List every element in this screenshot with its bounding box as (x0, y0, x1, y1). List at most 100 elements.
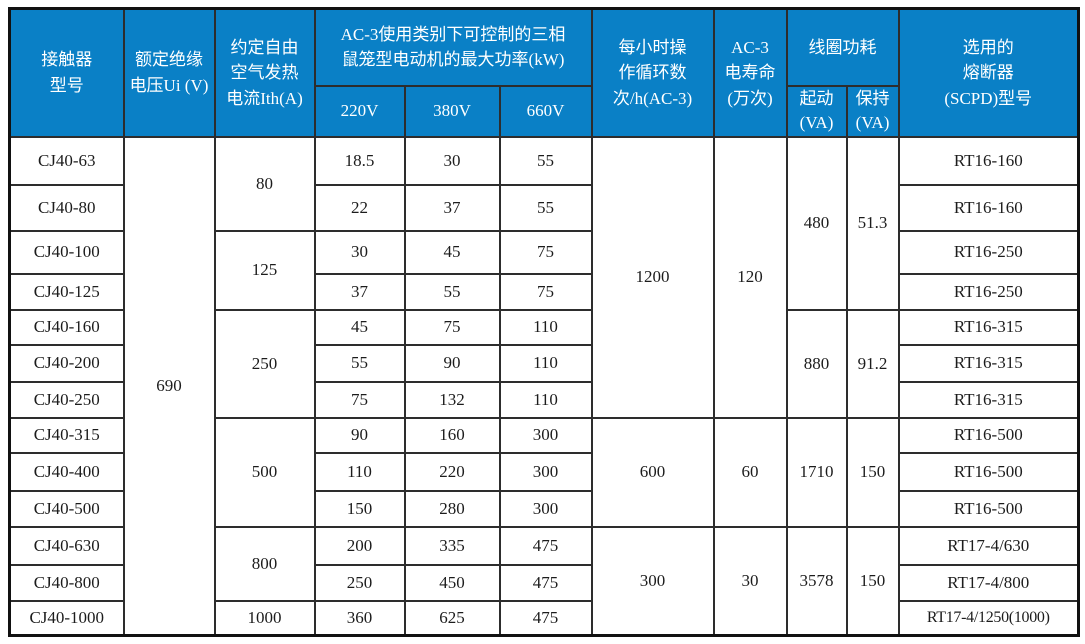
cell-coil-hold: 91.2 (845, 308, 900, 419)
cell-fuse: RT16-160 (897, 135, 1080, 186)
table-row: CJ40-80 22 37 55 RT16-160 (8, 183, 1080, 232)
cell-model: CJ40-100 (8, 229, 125, 275)
cell-p220: 22 (313, 183, 406, 232)
header-model: 接触器 型号 (8, 7, 125, 138)
cell-fuse: RT17-4/800 (897, 563, 1080, 602)
table-row: CJ40-100 125 30 45 75 RT16-250 (8, 229, 1080, 311)
cell-p220: 110 (313, 451, 406, 492)
cell-ith: 80 (213, 135, 316, 232)
cell-p380: 450 (403, 563, 501, 602)
cell-p220: 37 (313, 272, 406, 311)
cell-ith: 500 (213, 416, 316, 528)
cell-fuse: RT16-315 (897, 308, 1080, 346)
cell-p380: 132 (403, 380, 501, 419)
cell-cycles: 300 (590, 525, 715, 637)
cell-model: CJ40-630 (8, 525, 125, 566)
cell-life: 60 (712, 416, 788, 528)
cell-p660: 110 (498, 380, 593, 419)
table-row: CJ40-125 37 55 75 RT16-250 (8, 272, 1080, 311)
header-coil-hold: 保持 (VA) (845, 84, 900, 138)
cell-p660: 475 (498, 599, 593, 637)
header-coil-start: 起动 (VA) (785, 84, 848, 138)
cell-cycles: 600 (590, 416, 715, 528)
table-row: CJ40-200 55 90 110 RT16-315 (8, 343, 1080, 383)
header-380v: 380V (403, 84, 501, 138)
cell-coil-hold: 150 (845, 416, 900, 528)
cell-coil-start: 1710 (785, 416, 848, 528)
header-660v: 660V (498, 84, 593, 138)
cell-fuse: RT16-250 (897, 229, 1080, 275)
cell-model: CJ40-63 (8, 135, 125, 186)
cell-p380: 45 (403, 229, 501, 275)
header-cycles: 每小时操 作循环数 次/h(AC-3) (590, 7, 715, 138)
header-fuse: 选用的 熔断器 (SCPD)型号 (897, 7, 1080, 138)
cell-p380: 220 (403, 451, 501, 492)
cell-model: CJ40-125 (8, 272, 125, 311)
table-row: CJ40-315 500 90 160 300 600 60 1710 150 … (8, 416, 1080, 528)
cell-p220: 360 (313, 599, 406, 637)
cell-p380: 625 (403, 599, 501, 637)
cell-p660: 300 (498, 451, 593, 492)
cell-p220: 75 (313, 380, 406, 419)
cell-fuse: RT16-315 (897, 380, 1080, 419)
cell-p660: 75 (498, 229, 593, 275)
cell-p380: 90 (403, 343, 501, 383)
cell-p220: 200 (313, 525, 406, 566)
cell-p380: 55 (403, 272, 501, 311)
cell-p380: 280 (403, 489, 501, 528)
header-ith: 约定自由 空气发热 电流Ith(A) (213, 7, 316, 138)
header-voltage: 额定绝缘 电压Ui (V) (122, 7, 216, 138)
cell-model: CJ40-400 (8, 451, 125, 492)
cell-model: CJ40-80 (8, 183, 125, 232)
cell-p380: 37 (403, 183, 501, 232)
cell-coil-hold: 51.3 (845, 135, 900, 311)
cell-fuse: RT16-500 (897, 451, 1080, 492)
cell-coil-start: 480 (785, 135, 848, 311)
cell-ith: 250 (213, 308, 316, 419)
cell-ith: 125 (213, 229, 316, 311)
cell-p220: 30 (313, 229, 406, 275)
cell-coil-start: 3578 (785, 525, 848, 637)
cell-p220: 55 (313, 343, 406, 383)
header-row-2: 220V 380V 660V 起动 (VA) 保持 (VA) (10, 84, 1079, 138)
header-coil-group: 线圈功耗 (785, 7, 900, 87)
header-life: AC-3 电寿命 (万次) (712, 7, 788, 138)
cell-p380: 75 (403, 308, 501, 346)
cell-p380: 30 (403, 135, 501, 186)
cell-p220: 45 (313, 308, 406, 346)
cell-p660: 475 (498, 563, 593, 602)
cell-p220: 90 (313, 416, 406, 454)
table-body: CJ40-63 690 80 18.5 30 55 1200 120 480 5… (8, 135, 1080, 637)
header-power-group: AC-3使用类别下可控制的三相 鼠笼型电动机的最大功率(kW) (313, 7, 593, 87)
cell-model: CJ40-315 (8, 416, 125, 454)
cell-p660: 55 (498, 183, 593, 232)
table-row: CJ40-63 690 80 18.5 30 55 1200 120 480 5… (8, 135, 1080, 637)
cell-fuse: RT17-4/630 (897, 525, 1080, 566)
cell-model: CJ40-1000 (8, 599, 125, 637)
cell-p380: 335 (403, 525, 501, 566)
cell-fuse: RT16-250 (897, 272, 1080, 311)
cell-cycles: 1200 (590, 135, 715, 419)
cell-life: 30 (712, 525, 788, 637)
table-row: CJ40-250 75 132 110 RT16-315 (8, 380, 1080, 419)
cell-voltage: 690 (122, 135, 216, 637)
cell-fuse: RT17-4/1250(1000) (897, 599, 1080, 637)
cell-p380: 160 (403, 416, 501, 454)
table-row: CJ40-400 110 220 300 RT16-500 (8, 451, 1080, 492)
cell-fuse: RT16-315 (897, 343, 1080, 383)
cell-model: CJ40-250 (8, 380, 125, 419)
cell-model: CJ40-500 (8, 489, 125, 528)
cell-ith: 800 (213, 525, 316, 602)
contactor-spec-table: 接触器 型号 额定绝缘 电压Ui (V) 约定自由 空气发热 电流Ith(A) … (8, 7, 1081, 638)
cell-fuse: RT16-160 (897, 183, 1080, 232)
cell-model: CJ40-200 (8, 343, 125, 383)
cell-p660: 475 (498, 525, 593, 566)
header-220v: 220V (313, 84, 406, 138)
cell-p660: 55 (498, 135, 593, 186)
table-row: CJ40-630 800 200 335 475 300 30 3578 150… (8, 525, 1080, 637)
cell-model: CJ40-160 (8, 308, 125, 346)
table-row: CJ40-500 150 280 300 RT16-500 (8, 489, 1080, 528)
cell-p660: 75 (498, 272, 593, 311)
cell-p660: 300 (498, 489, 593, 528)
